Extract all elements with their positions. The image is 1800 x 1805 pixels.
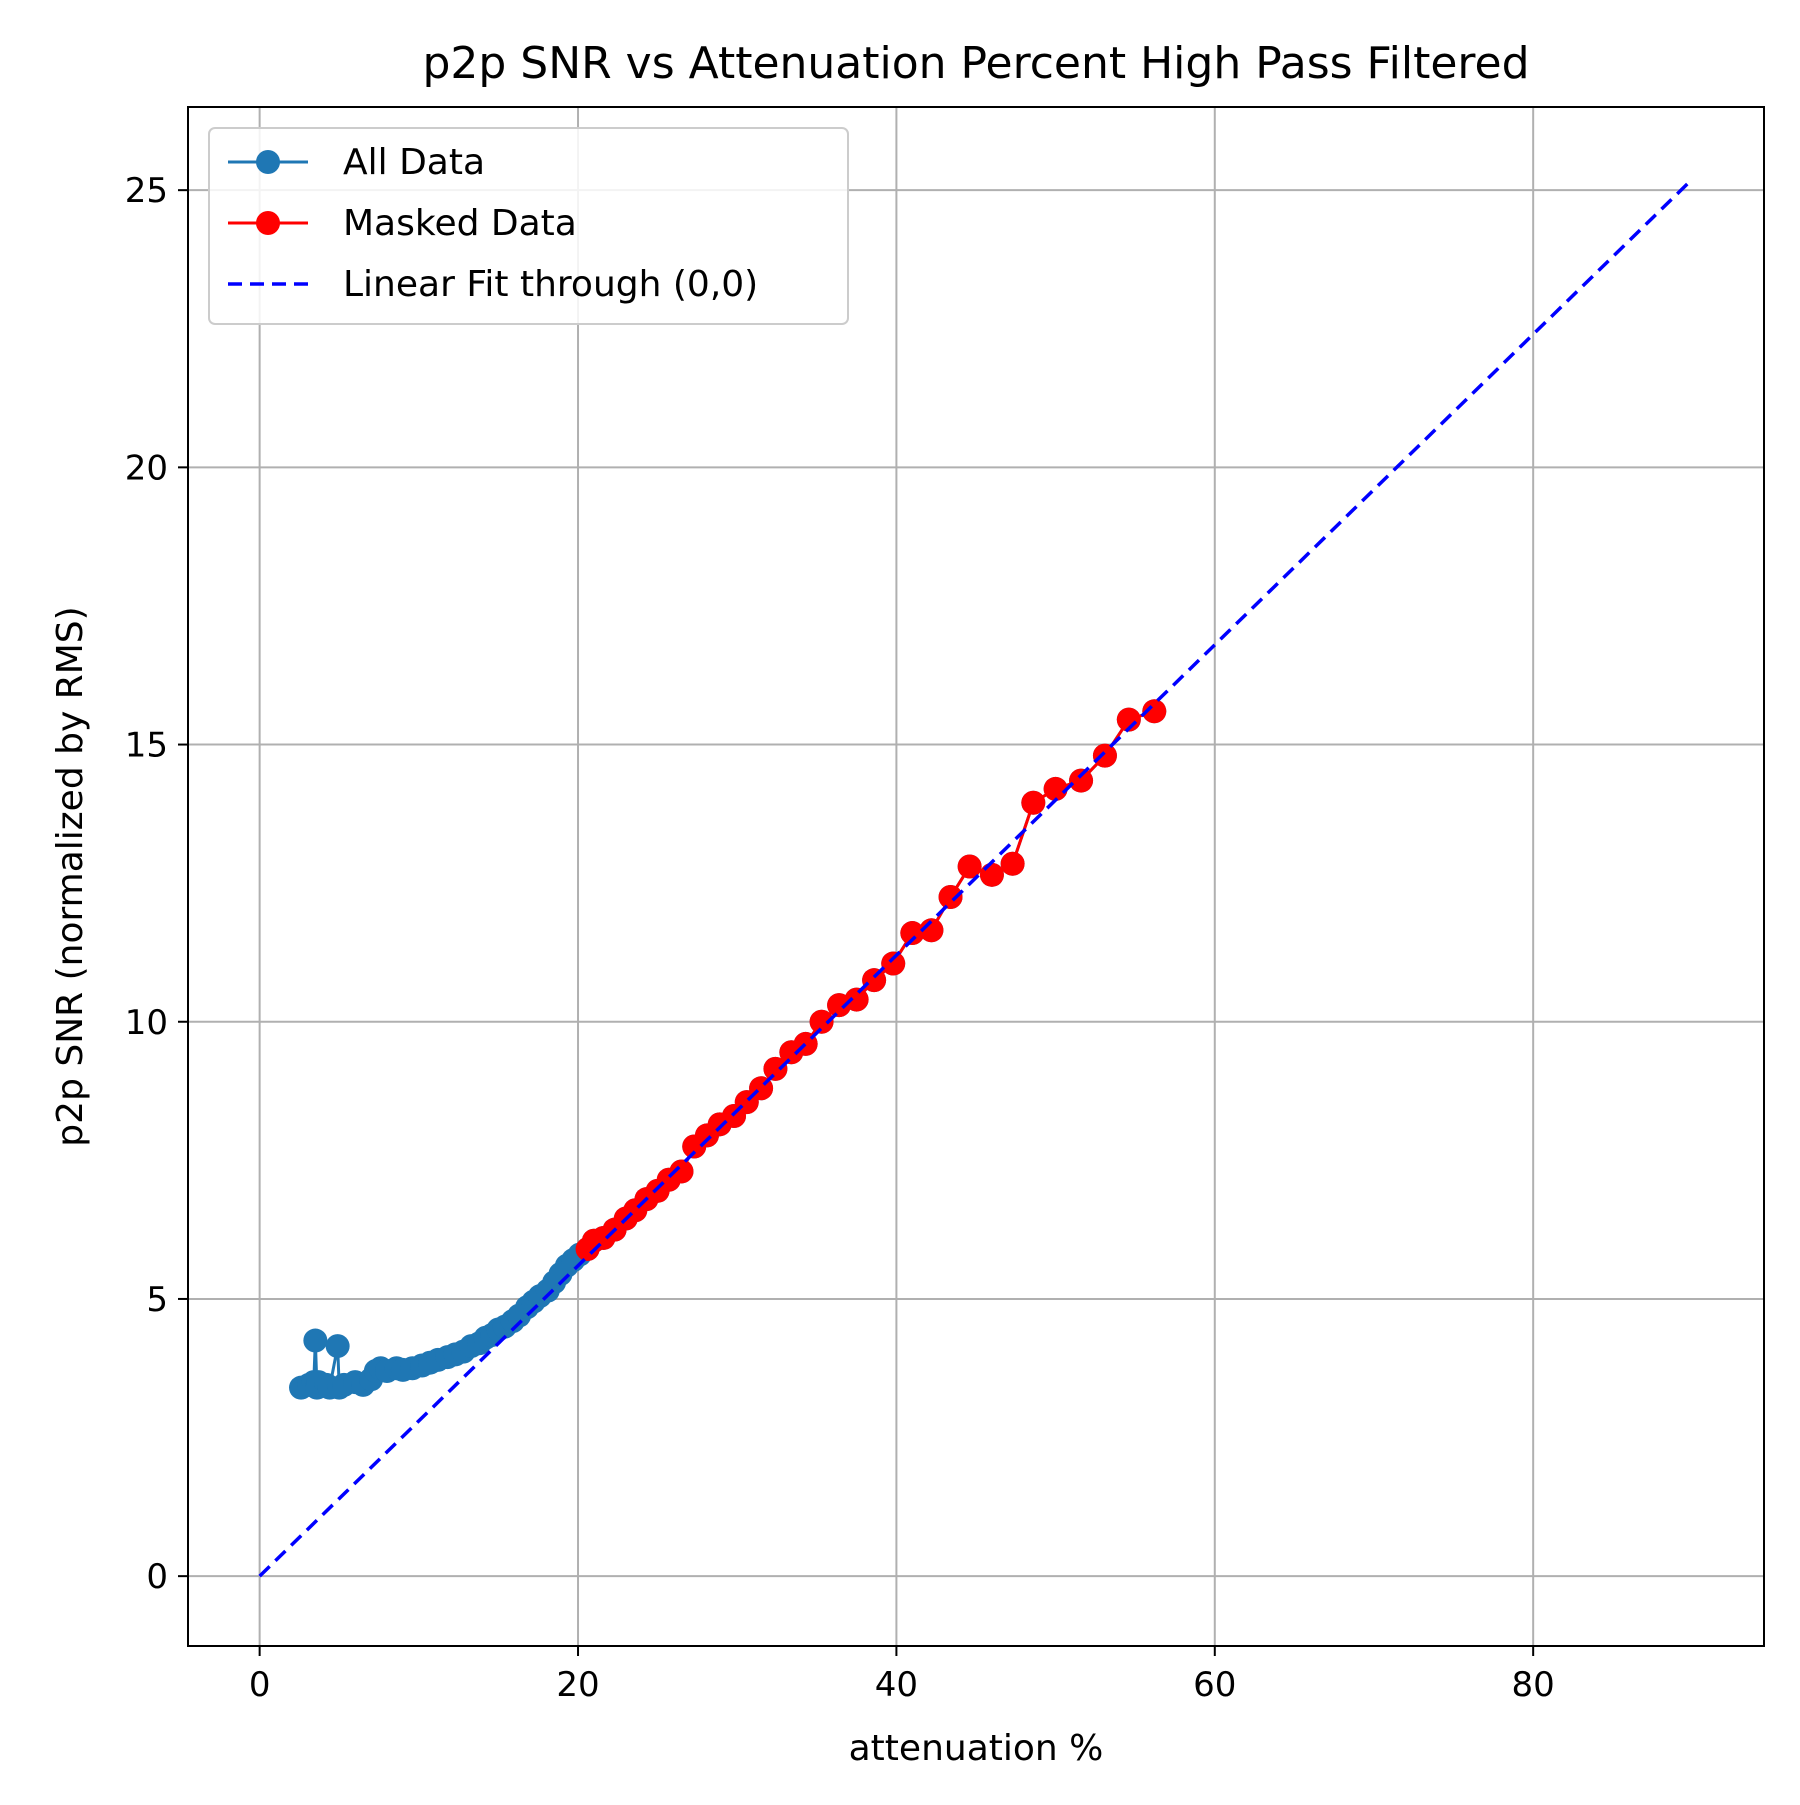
y-tick-label: 10 xyxy=(125,1003,168,1043)
y-axis-label: p2p SNR (normalized by RMS) xyxy=(50,606,91,1146)
x-tick-label: 0 xyxy=(249,1665,271,1705)
grid xyxy=(188,107,1764,1646)
data-point-masked-data xyxy=(862,968,887,993)
data-point-masked-data xyxy=(763,1056,788,1081)
legend-box xyxy=(208,127,849,325)
y-tick-label: 25 xyxy=(125,171,168,211)
data-point-masked-data xyxy=(900,921,925,946)
series-line-linear-fit-through-0-0 xyxy=(258,177,1694,1578)
data-point-all-data xyxy=(303,1328,328,1353)
data-point-masked-data xyxy=(979,862,1004,887)
legend: All Data Masked Data Linear Fit through (0… xyxy=(208,127,849,325)
y-tick-label: 20 xyxy=(125,448,168,488)
data-point-all-data xyxy=(325,1334,350,1359)
legend-label-masked-data: Masked Data xyxy=(343,203,577,244)
data-point-masked-data xyxy=(938,885,963,910)
legend-marker-all-data xyxy=(256,150,280,174)
data-point-masked-data xyxy=(1092,743,1117,768)
x-tick-label: 40 xyxy=(875,1665,918,1705)
legend-marker-masked-data xyxy=(256,211,280,235)
axes-frame xyxy=(187,106,1765,1647)
y-tick-label: 5 xyxy=(146,1280,168,1320)
plot-area xyxy=(258,177,1694,1578)
data-point-masked-data xyxy=(1000,851,1025,876)
data-point-masked-data xyxy=(881,951,906,976)
chart-title: p2p SNR vs Attenuation Percent High Pass… xyxy=(422,38,1529,89)
y-tick-label: 15 xyxy=(125,726,168,766)
data-point-masked-data xyxy=(1069,768,1094,793)
data-point-masked-data xyxy=(1021,790,1046,815)
ticks: 0 20 40 60 80 0 5 10 15 20 25 xyxy=(125,171,1555,1705)
x-tick-label: 20 xyxy=(556,1665,599,1705)
data-point-masked-data xyxy=(669,1159,694,1184)
data-point-masked-data xyxy=(919,918,944,943)
data-point-masked-data xyxy=(809,1009,834,1034)
data-point-masked-data xyxy=(1116,707,1141,732)
data-point-masked-data xyxy=(1142,699,1167,724)
x-axis-label: attenuation % xyxy=(849,1728,1104,1769)
legend-label-all-data: All Data xyxy=(343,142,485,183)
legend-label-linear-fit-through-0-0: Linear Fit through (0,0) xyxy=(343,264,758,305)
y-tick-label: 0 xyxy=(146,1557,168,1597)
data-point-masked-data xyxy=(1043,776,1068,801)
x-tick-label: 80 xyxy=(1512,1665,1555,1705)
data-point-masked-data xyxy=(844,987,869,1012)
data-point-masked-data xyxy=(957,854,982,879)
x-tick-label: 60 xyxy=(1193,1665,1236,1705)
